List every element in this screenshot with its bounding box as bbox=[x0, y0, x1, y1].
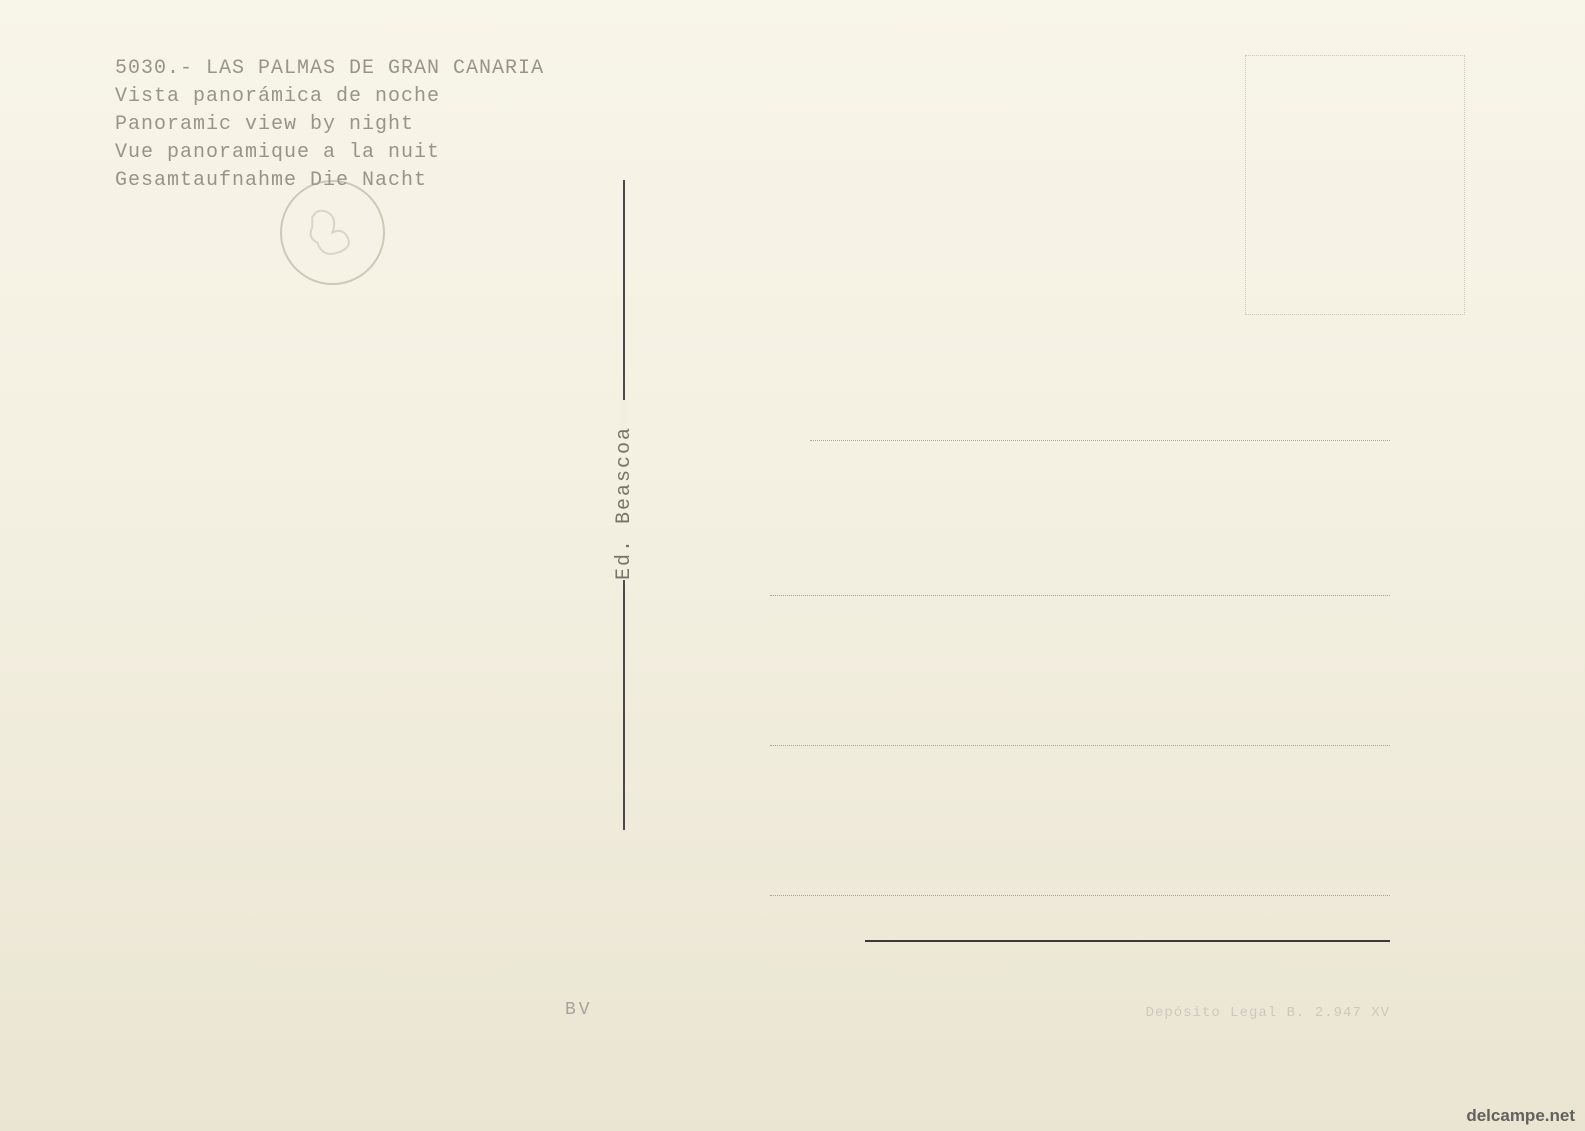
circular-stamp-mark bbox=[280, 180, 385, 285]
solid-underline bbox=[865, 940, 1390, 942]
bv-code: BV bbox=[565, 1000, 593, 1020]
caption-line-2: Vista panorámica de noche bbox=[115, 83, 544, 111]
address-line bbox=[810, 440, 1390, 441]
caption-line-3: Panoramic view by night bbox=[115, 111, 544, 139]
stamp-placeholder-box bbox=[1245, 55, 1465, 315]
publisher-label: Ed. Beascoa bbox=[613, 426, 636, 580]
address-line bbox=[770, 745, 1390, 746]
caption-line-4: Vue panoramique a la nuit bbox=[115, 139, 544, 167]
watermark-text: delcampe.net bbox=[1466, 1106, 1575, 1126]
caption-line-1: 5030.- LAS PALMAS DE GRAN CANARIA bbox=[115, 55, 544, 83]
address-line bbox=[770, 595, 1390, 596]
address-line bbox=[770, 895, 1390, 896]
postcard-back: 5030.- LAS PALMAS DE GRAN CANARIA Vista … bbox=[0, 0, 1585, 1131]
deposito-legal-text: Depósito Legal B. 2.947 XV bbox=[1146, 1005, 1390, 1021]
postcard-caption: 5030.- LAS PALMAS DE GRAN CANARIA Vista … bbox=[115, 55, 544, 195]
